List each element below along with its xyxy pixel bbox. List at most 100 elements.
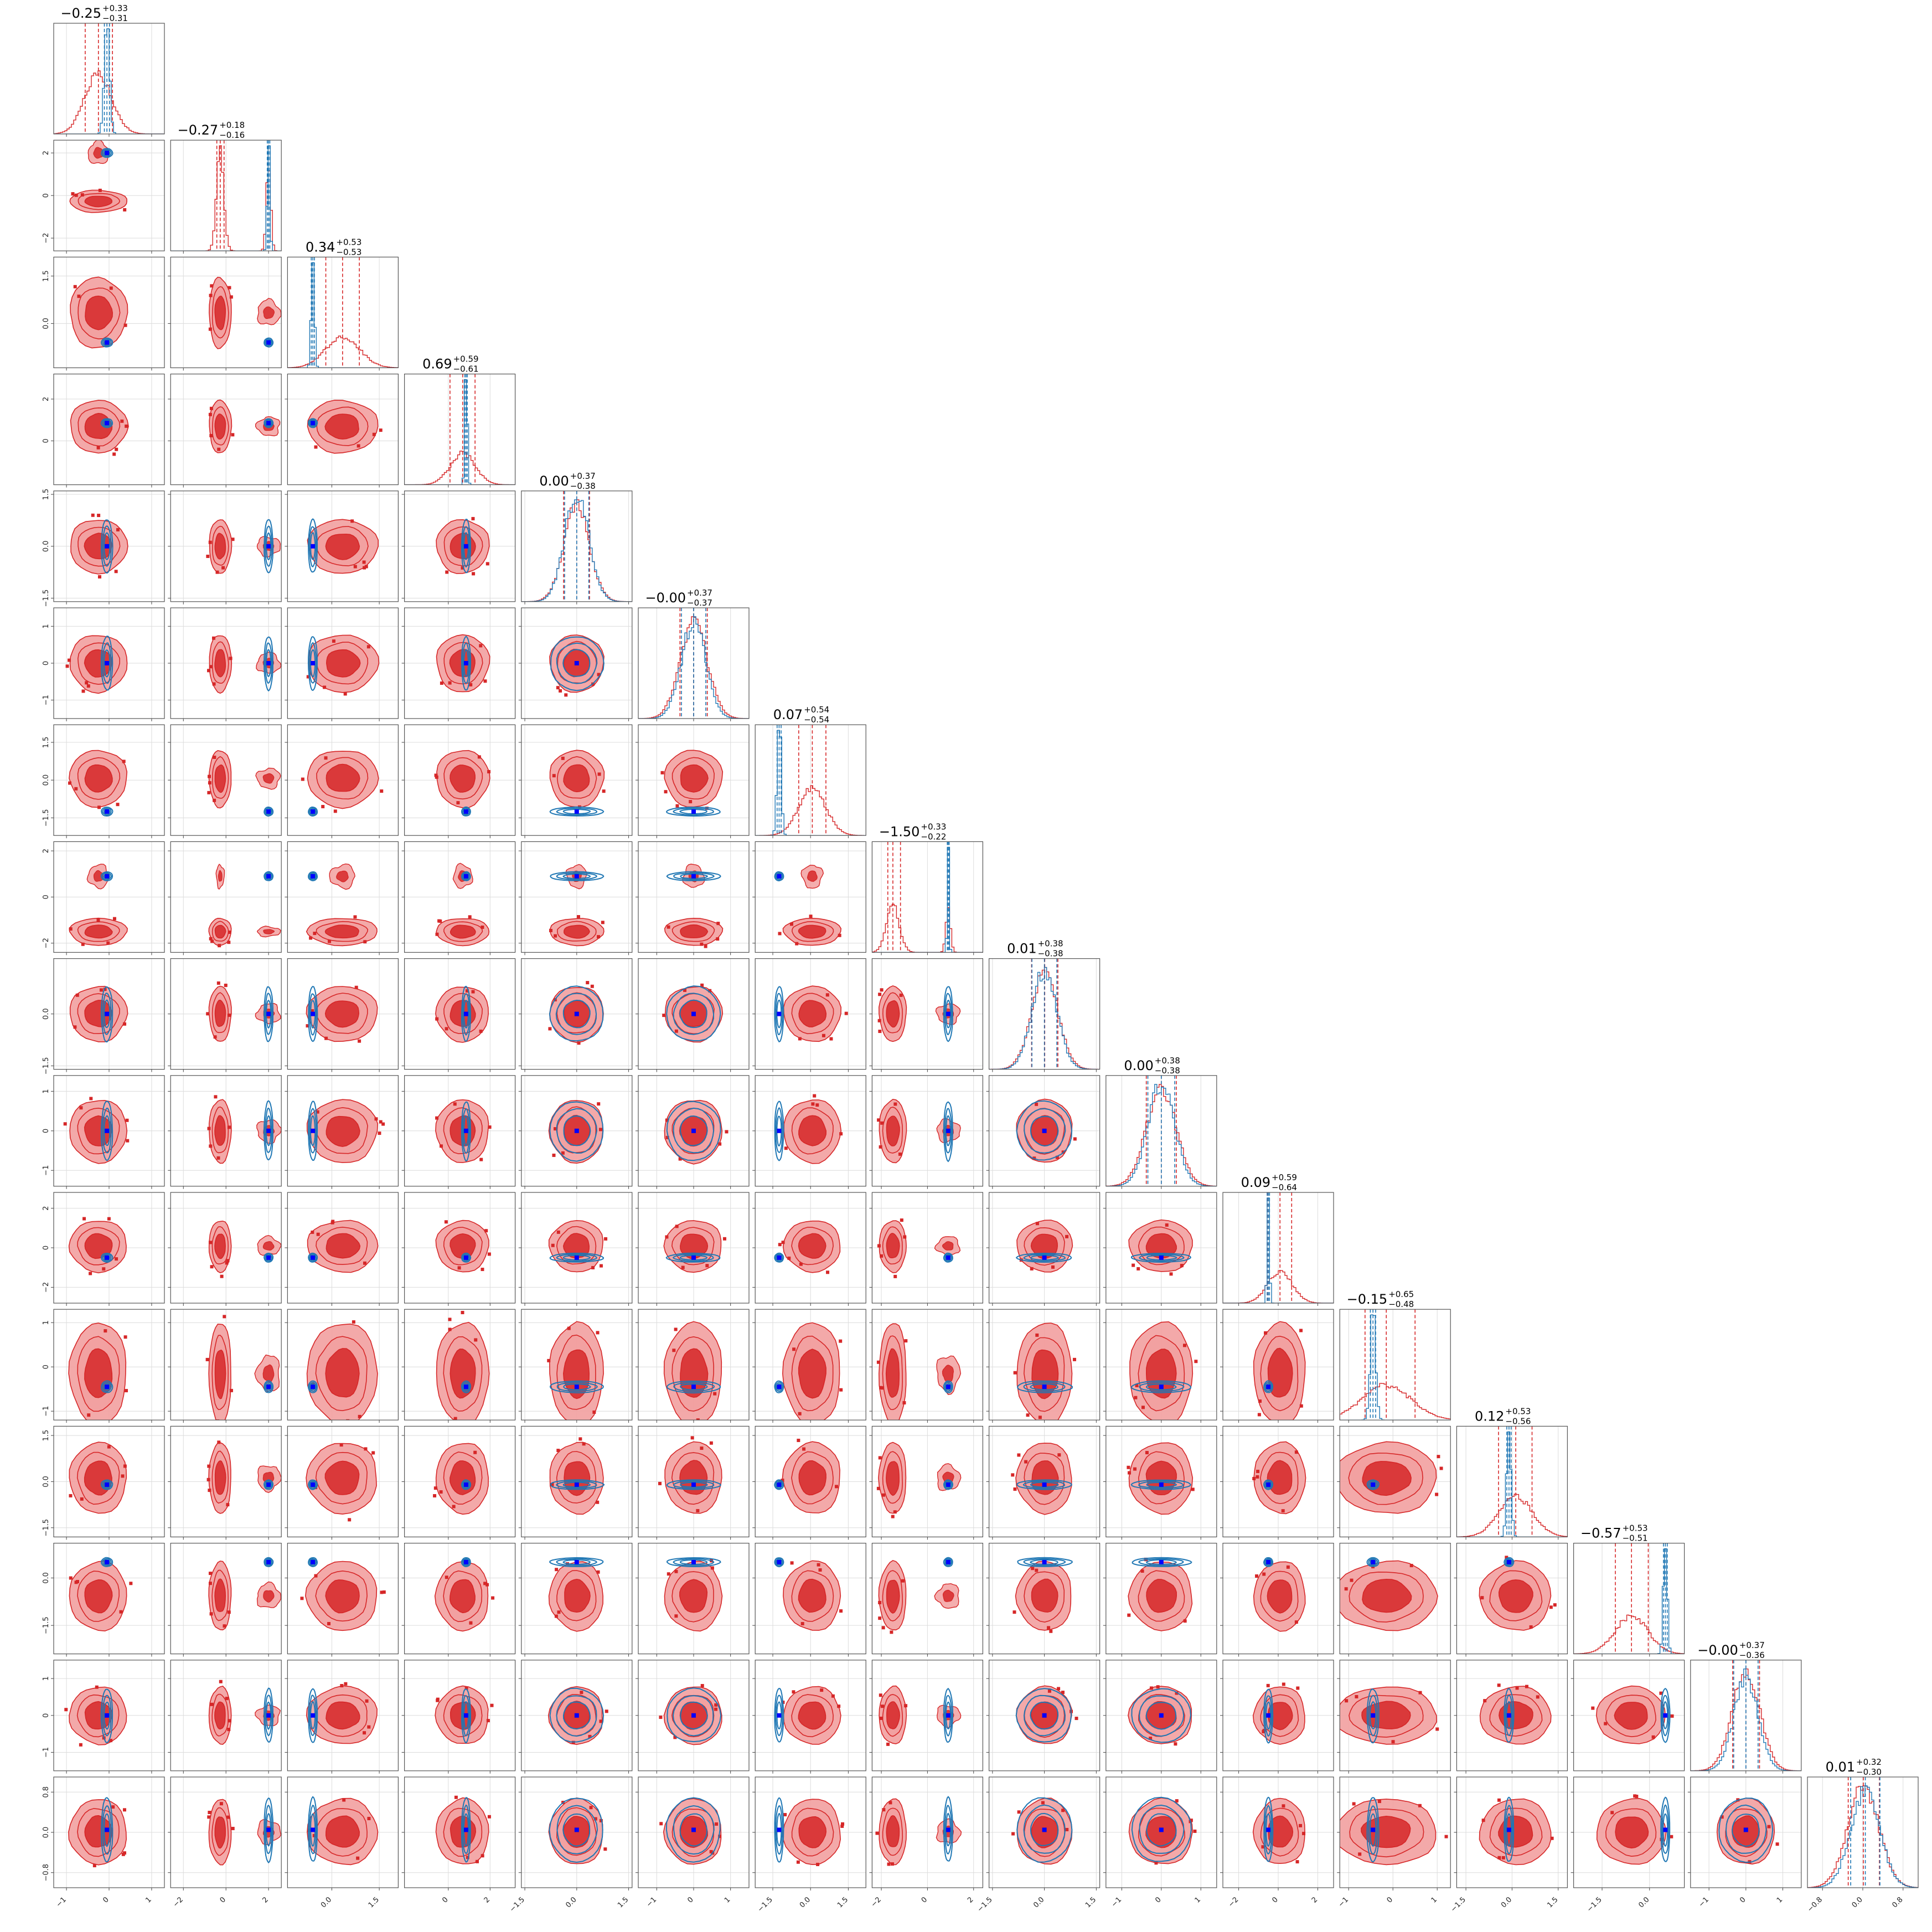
red-outlier-point [1149, 1686, 1153, 1690]
blue-contour-level-0 [264, 1557, 274, 1567]
blue-contour-level-2 [1146, 1481, 1177, 1488]
blue-contour-level-1 [1023, 1804, 1066, 1854]
red-contour-level-2 [324, 924, 359, 939]
blue-marker [946, 1482, 950, 1487]
diag-panel-5-5: −0.00 +0.37−0.37 [638, 588, 750, 721]
contours [435, 985, 489, 1043]
red-outlier-point [208, 1489, 211, 1492]
panel-frame [1339, 1425, 1451, 1537]
red-outlier-point [1134, 1396, 1138, 1399]
red-outlier-point [597, 673, 601, 676]
red-outlier-point [1299, 1404, 1303, 1408]
blue-contour-level-2 [103, 532, 111, 560]
red-outlier-point [332, 639, 335, 643]
red-outlier-point [705, 807, 709, 810]
panel-9-3 [401, 1075, 516, 1189]
blue-contour-level-1 [265, 807, 273, 815]
red-outlier-point [1137, 1267, 1140, 1270]
diag-title-value-4: 0.00 [539, 473, 569, 489]
red-outlier-point [487, 770, 491, 774]
red-outlier-point [813, 1094, 817, 1098]
blue-contour-level-0 [1263, 1380, 1274, 1393]
red-outlier-point [1156, 1685, 1160, 1689]
red-outlier-point [213, 756, 216, 760]
blue-marker [463, 1385, 468, 1389]
x-tick-label-15-1: 0.0 [1851, 1895, 1864, 1909]
red-contour-level-2 [85, 295, 113, 330]
panel-7-0: −202 [42, 841, 165, 955]
blue-contour-level-0 [1263, 1796, 1274, 1862]
blue-contour-level-1 [775, 872, 783, 881]
red-outlier-point [1182, 1344, 1186, 1347]
blue-histogram [1340, 1314, 1451, 1420]
blue-contour-level-1 [102, 642, 112, 684]
red-outlier-point [207, 791, 211, 794]
red-outlier-point [209, 1612, 213, 1616]
red-outlier-point [690, 1436, 694, 1440]
red-outlier-point [839, 1132, 843, 1136]
red-outlier-point [1017, 1810, 1021, 1814]
red-contour-level-2 [214, 649, 226, 678]
red-outlier-point [465, 989, 469, 993]
red-outlier-point [596, 1500, 600, 1504]
blue-contour-level-0 [943, 1796, 953, 1862]
red-outlier-point [679, 1420, 683, 1423]
blue-contour-level-1 [556, 1558, 598, 1566]
blue-contour-level-2 [562, 873, 591, 879]
y-tick-label-8-0: −1.5 [42, 1057, 50, 1075]
red-outlier-point [1264, 1331, 1268, 1335]
red-outlier-point [436, 1697, 440, 1701]
red-outlier-point [714, 1707, 718, 1711]
panel-15-2: 0.0 1.5 [285, 1776, 399, 1909]
blue-contour-level-0 [1504, 1557, 1515, 1567]
red-outlier-point [129, 1582, 133, 1585]
red-outlier-point [378, 1132, 381, 1135]
red-outlier-point [881, 1493, 885, 1497]
blue-contour-level-1 [944, 1480, 953, 1489]
blue-marker [691, 1385, 696, 1389]
red-outlier-point [820, 1688, 824, 1692]
diag-panel-7-7: −1.50 +0.33−0.22 [871, 822, 984, 955]
blue-contour-level-1 [1505, 1558, 1513, 1566]
blue-marker [311, 1011, 316, 1016]
diag-panel-15-15: −0.8 0.0 0.80.01 +0.32−0.30 [1806, 1757, 1919, 1914]
blue-contour-level-0 [308, 1252, 318, 1263]
blue-contour-level-1 [673, 1805, 715, 1855]
red-outlier-point [96, 446, 100, 450]
blue-contour-level-0 [461, 806, 471, 817]
blue-marker [311, 421, 316, 426]
red-outlier-point [604, 1237, 608, 1241]
red-outlier-point [879, 1717, 883, 1721]
red-outlier-point [485, 562, 489, 566]
contours [1015, 1685, 1078, 1744]
red-outlier-point [1180, 1264, 1184, 1268]
panel-frame [287, 256, 399, 368]
red-outlier-point [1011, 1832, 1015, 1836]
red-outlier-point [75, 993, 79, 997]
panel-frame [287, 958, 399, 1070]
red-contour-level-2 [798, 1816, 827, 1848]
panel-frame [521, 1543, 633, 1655]
panel-11-8 [986, 1309, 1101, 1423]
red-outlier-point [327, 1622, 331, 1626]
diag-panel-0-0: −0.25 +0.33−0.31 [53, 3, 165, 137]
contours [69, 140, 128, 213]
blue-contour-level-2 [1030, 1701, 1059, 1730]
red-outlier-point [1065, 1234, 1069, 1238]
panel-6-1 [168, 724, 282, 839]
panel-10-0: −202 [42, 1192, 165, 1306]
contours [306, 1099, 385, 1163]
diag-title-value-3: 0.69 [422, 357, 452, 372]
red-contour-level-2 [886, 1115, 900, 1146]
red-outlier-point [597, 935, 601, 939]
histograms [54, 23, 164, 134]
contours [208, 276, 282, 349]
blue-histogram [989, 967, 1100, 1070]
y-tick-label-2-1: 1.5 [42, 270, 50, 282]
panel-frame [170, 256, 282, 368]
red-outlier-point [81, 942, 85, 946]
red-outlier-point [210, 1702, 214, 1706]
blue-contour-level-2 [563, 1383, 591, 1391]
x-tick-label-8-1: 0.0 [1032, 1895, 1046, 1909]
contours [306, 634, 380, 696]
